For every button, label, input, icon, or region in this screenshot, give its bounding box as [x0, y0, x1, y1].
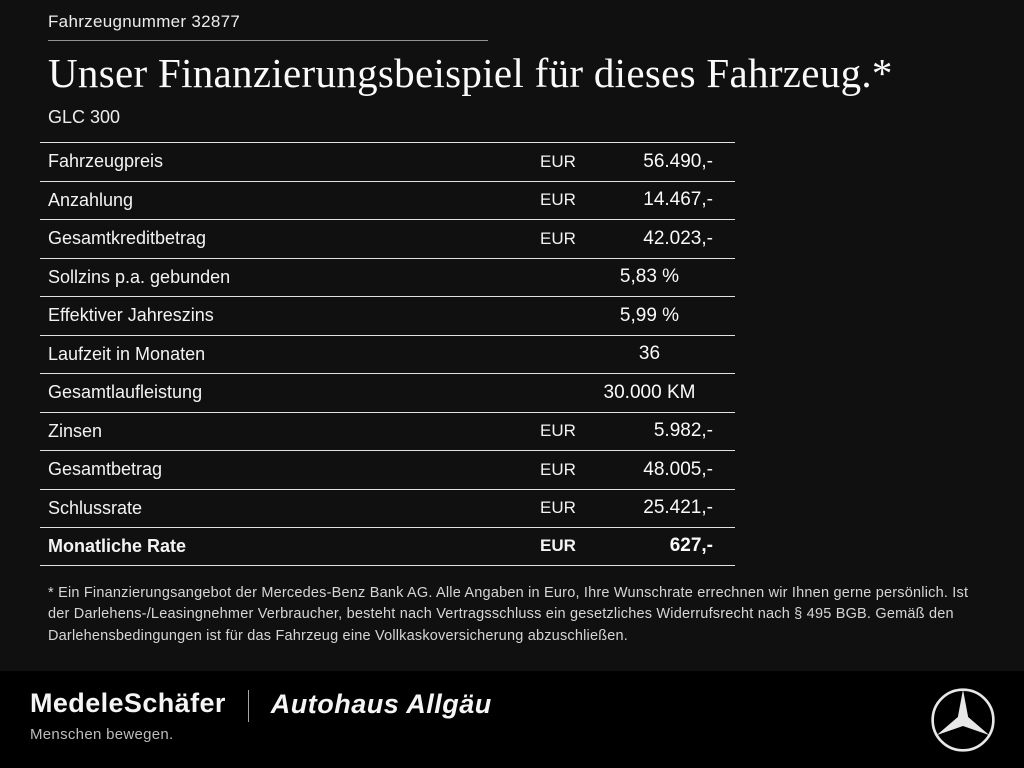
row-currency: EUR [540, 459, 576, 479]
footer-divider [247, 690, 249, 722]
table-row: Anzahlung EUR 14.467,- [40, 180, 735, 220]
finance-table: Fahrzeugpreis EUR 56.490,- Anzahlung EUR 14.4… [40, 142, 735, 566]
vehicle-model: GLC 300 [48, 107, 121, 127]
row-value: 56.490,- [643, 150, 713, 172]
row-currency: EUR [540, 151, 576, 171]
header-divider [48, 40, 488, 41]
footnote: * Ein Finanzierungsangebot der Mercedes-… [48, 584, 969, 645]
row-label: Gesamtbetrag [48, 459, 163, 480]
table-row: Monatliche Rate EUR 627,- [40, 527, 735, 566]
content-area: Fahrzeugnummer 32877 Unser Finanzierungs… [40, 12, 969, 645]
row-value: 48.005,- [643, 458, 713, 480]
table-row: Gesamtbetrag EUR 48.005,- [40, 450, 735, 489]
footer-bar: MedeleSchäfer Menschen bewegen. Autohaus… [0, 671, 1024, 768]
row-currency: EUR [540, 228, 576, 248]
row-label: Sollzins p.a. gebunden [48, 266, 231, 287]
row-label: Schlussrate [48, 497, 143, 518]
row-value: 5,99 % [619, 304, 680, 326]
row-currency: EUR [540, 421, 576, 441]
row-label: Gesamtlaufleistung [48, 382, 203, 403]
row-value: 42.023,- [643, 227, 713, 249]
table-row: Sollzins p.a. gebunden 5,83 % [40, 257, 735, 297]
table-row: Gesamtlaufleistung 30.000 KM [40, 373, 735, 412]
row-value: 5,83 % [619, 266, 680, 288]
table-row: Schlussrate EUR 25.421,- [40, 488, 735, 528]
row-currency: EUR [540, 498, 576, 518]
dealer1-tagline: Menschen bewegen. [30, 725, 174, 743]
row-label: Zinsen [48, 420, 103, 441]
mercedes-star-icon [930, 687, 996, 753]
table-row: Laufzeit in Monaten 36 [40, 334, 735, 374]
table-row: Fahrzeugpreis EUR 56.490,- [40, 142, 735, 181]
row-value: 627,- [669, 535, 713, 557]
dealer1-wordmark: MedeleSchäfer [30, 688, 226, 718]
row-value: 25.421,- [643, 497, 713, 519]
row-label: Fahrzeugpreis [48, 151, 164, 172]
row-label: Laufzeit in Monaten [48, 343, 206, 364]
dealer-logo-autohaus-allgaeu: Autohaus Allgäu [270, 689, 492, 719]
vehicle-number: Fahrzeugnummer 32877 [48, 12, 241, 31]
row-label: Effektiver Jahreszins [48, 305, 214, 326]
row-label: Gesamtkreditbetrag [48, 228, 207, 249]
table-row: Effektiver Jahreszins 5,99 % [40, 296, 735, 335]
row-value: 14.467,- [643, 189, 713, 211]
table-row: Zinsen EUR 5.982,- [40, 411, 735, 451]
row-label: Monatliche Rate [48, 535, 187, 556]
row-currency: EUR [540, 536, 576, 556]
row-value: 5.982,- [653, 420, 713, 442]
page-title: Unser Finanzierungsbeispiel für dieses F… [48, 50, 893, 96]
row-currency: EUR [540, 190, 576, 210]
table-row: Gesamtkreditbetrag EUR 42.023,- [40, 219, 735, 258]
row-value: 36 [638, 343, 661, 365]
row-value: 30.000 KM [603, 381, 696, 403]
row-label: Anzahlung [48, 189, 134, 210]
dealer-logo-medeleschaefer: MedeleSchäfer Menschen bewegen. [30, 688, 226, 743]
